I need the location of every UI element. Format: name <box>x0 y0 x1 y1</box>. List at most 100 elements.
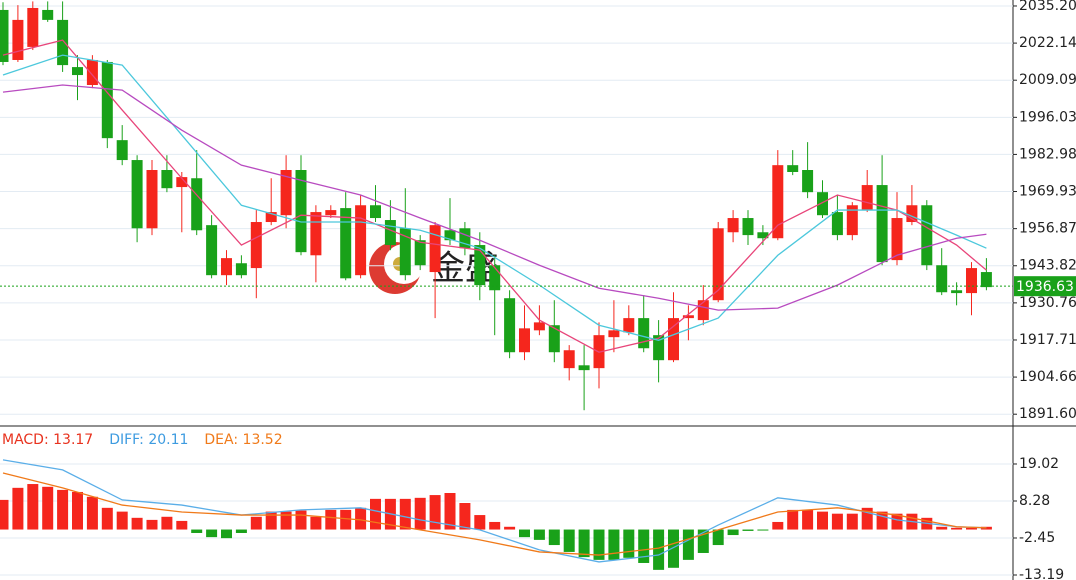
macd-bar <box>86 496 98 530</box>
macd-bar <box>623 529 635 558</box>
candle-body <box>191 178 203 231</box>
candle-body <box>86 59 98 85</box>
y-tick-label: 1982.98 <box>1019 146 1076 162</box>
macd-bar <box>578 529 590 558</box>
y-tick-label: 1917.71 <box>1019 332 1076 348</box>
candle-body <box>459 228 471 249</box>
macd-bar <box>787 509 799 530</box>
candle-body <box>489 265 501 291</box>
macd-bar <box>846 513 858 530</box>
macd-bar <box>206 529 218 538</box>
candle-body <box>221 258 232 276</box>
line-series <box>2 472 987 556</box>
macd-bar <box>235 529 247 533</box>
candle-body <box>0 9 9 62</box>
candle-body <box>638 318 650 349</box>
y-tick-label: 1904.66 <box>1019 369 1076 385</box>
legend-entry: MACD: 13.17 <box>2 432 93 448</box>
candle-body <box>727 218 739 233</box>
macd-bar <box>27 484 39 530</box>
y-tick-label: -2.45 <box>1019 530 1055 546</box>
candle-body <box>653 335 665 361</box>
last-price-label: 1936.63 <box>1016 279 1074 295</box>
candle-body <box>682 315 694 319</box>
candle-body <box>116 140 128 161</box>
macd-bar <box>459 503 471 530</box>
candle-body <box>161 170 173 189</box>
candle-body <box>42 9 54 20</box>
candle-body <box>802 170 814 193</box>
y-tick-label: 19.02 <box>1019 456 1059 472</box>
macd-bar <box>0 499 9 530</box>
macd-bar <box>280 511 292 530</box>
candle-body <box>623 318 635 333</box>
macd-bar <box>340 509 352 530</box>
macd-bar <box>370 498 381 530</box>
macd-bar <box>548 529 560 546</box>
line-series <box>2 459 987 563</box>
y-tick-label: -13.19 <box>1019 567 1064 580</box>
line-series <box>2 39 987 353</box>
candle-body <box>444 230 456 241</box>
macd-bar <box>250 516 262 530</box>
candle-body <box>519 328 530 353</box>
macd-bar <box>891 513 903 530</box>
candle-body <box>295 170 307 253</box>
candle-body <box>325 210 337 216</box>
macd-bar <box>295 510 307 530</box>
macd-bar <box>504 526 516 530</box>
macd-bar <box>57 489 69 530</box>
y-tick-label: 1943.82 <box>1019 258 1076 274</box>
candle-body <box>906 205 918 223</box>
y-tick-label: 1996.03 <box>1019 109 1076 125</box>
candle-body <box>414 240 426 266</box>
candle-body <box>563 350 575 369</box>
candle-body <box>817 192 828 216</box>
candle-body <box>697 300 709 321</box>
macd-bar <box>161 516 173 530</box>
macd-bar <box>817 511 828 530</box>
candle-body <box>921 205 933 266</box>
candle-body <box>787 165 799 172</box>
candle-body <box>146 170 158 229</box>
macd-bar <box>429 495 441 530</box>
candle-body <box>742 218 754 236</box>
candle-body <box>578 365 590 371</box>
macd-bar <box>519 529 530 538</box>
macd-bar <box>608 529 620 560</box>
candle-body <box>876 185 888 263</box>
legend-entry: DIFF: 20.11 <box>109 432 188 448</box>
macd-bar <box>951 527 963 530</box>
macd-bar <box>310 516 322 530</box>
macd-bar <box>772 521 784 530</box>
macd-bar <box>12 487 24 530</box>
candle-body <box>131 160 143 229</box>
macd-bar <box>861 507 873 530</box>
candle-body <box>757 232 769 239</box>
macd-bar <box>42 486 54 530</box>
macd-bar <box>563 529 575 552</box>
macd-bar <box>474 515 486 530</box>
last-price-box <box>1014 276 1076 297</box>
macd-bar <box>489 521 501 530</box>
candle-body <box>12 19 24 60</box>
candle-body <box>310 212 322 256</box>
candle-body <box>504 298 516 353</box>
candle-body <box>340 208 352 279</box>
y-tick-label: 2035.20 <box>1019 0 1076 14</box>
candle-body <box>101 61 113 139</box>
macd-bar <box>936 526 948 530</box>
macd-bar <box>831 513 843 530</box>
macd-bar <box>101 507 113 530</box>
candle-body <box>980 272 992 288</box>
macd-bar <box>638 529 650 563</box>
macd-bar <box>221 529 232 539</box>
candle-body <box>72 67 83 76</box>
y-tick-label: 8.28 <box>1019 493 1050 509</box>
macd-bar <box>399 498 411 530</box>
y-tick-label: 2009.09 <box>1019 72 1076 88</box>
line-series <box>2 84 987 311</box>
macd-bar <box>712 529 724 546</box>
candle-body <box>429 225 441 273</box>
